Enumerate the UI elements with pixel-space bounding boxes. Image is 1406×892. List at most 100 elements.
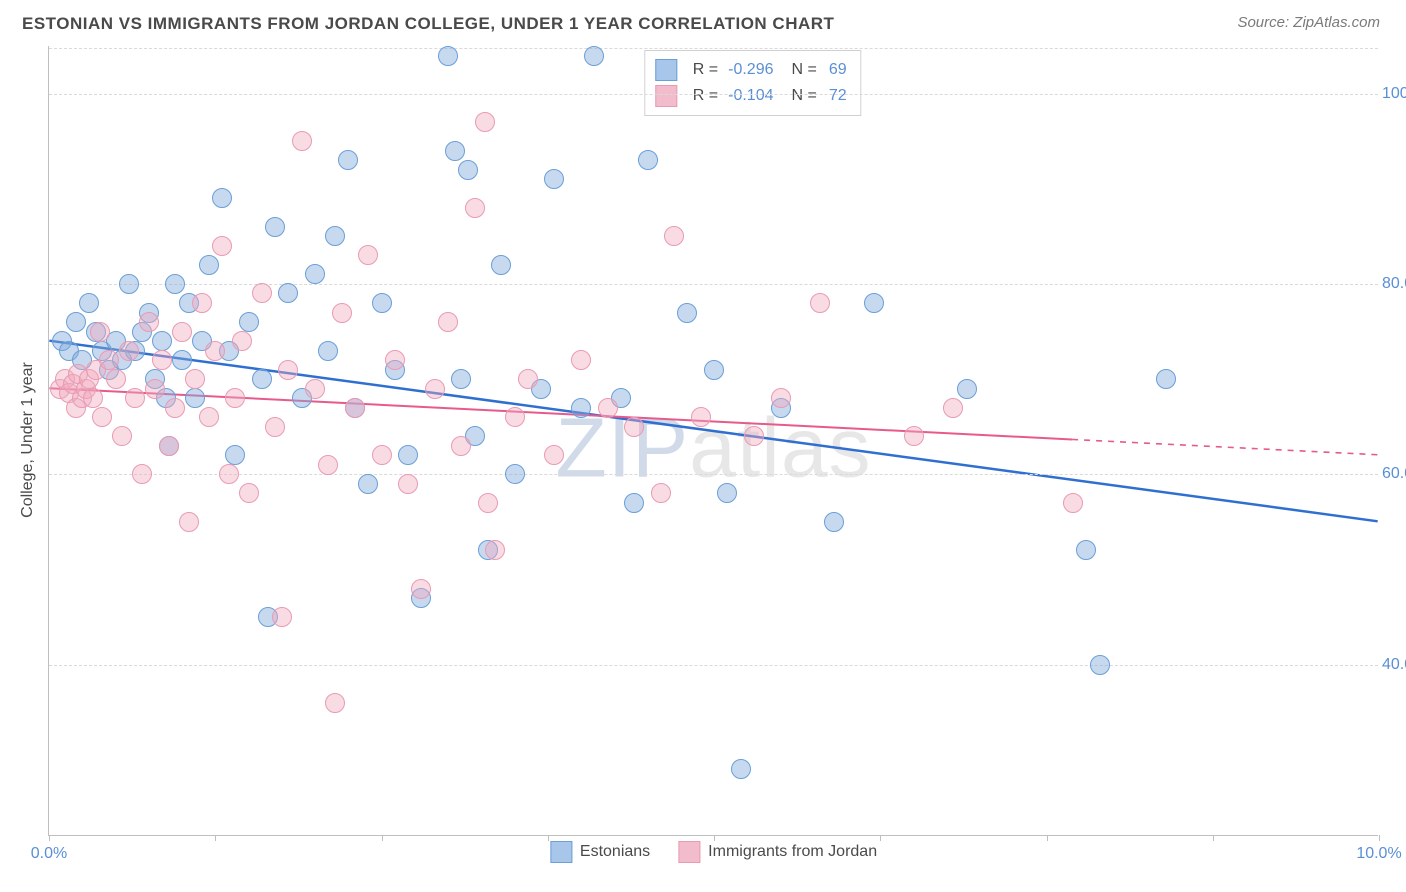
stat-r-label: R =: [693, 87, 718, 105]
stats-legend: R =-0.296N =69R =-0.104N =72: [644, 50, 862, 116]
stats-row: R =-0.104N =72: [655, 83, 847, 109]
data-point: [318, 341, 338, 361]
data-point: [185, 369, 205, 389]
data-point: [219, 464, 239, 484]
data-point: [731, 759, 751, 779]
stats-row: R =-0.296N =69: [655, 57, 847, 83]
data-point: [445, 141, 465, 161]
x-tick: [1379, 835, 1380, 841]
data-point: [212, 236, 232, 256]
data-point: [159, 436, 179, 456]
legend-swatch: [655, 59, 677, 81]
series-legend: EstoniansImmigrants from Jordan: [550, 841, 877, 863]
data-point: [225, 388, 245, 408]
data-point: [1090, 655, 1110, 675]
data-point: [132, 464, 152, 484]
data-point: [810, 293, 830, 313]
data-point: [518, 369, 538, 389]
data-point: [485, 540, 505, 560]
data-point: [112, 426, 132, 446]
data-point: [165, 398, 185, 418]
data-point: [225, 445, 245, 465]
data-point: [372, 293, 392, 313]
stat-n-label: N =: [792, 87, 817, 105]
data-point: [239, 483, 259, 503]
data-point: [278, 360, 298, 380]
data-point: [119, 274, 139, 294]
y-tick-label: 80.0%: [1372, 275, 1406, 293]
data-point: [66, 312, 86, 332]
data-point: [438, 312, 458, 332]
data-point: [278, 283, 298, 303]
gridline: [49, 665, 1378, 666]
data-point: [212, 188, 232, 208]
legend-swatch: [655, 85, 677, 107]
x-tick: [215, 835, 216, 841]
data-point: [438, 46, 458, 66]
data-point: [478, 493, 498, 513]
x-tick: [880, 835, 881, 841]
data-point: [411, 579, 431, 599]
data-point: [272, 607, 292, 627]
data-point: [90, 322, 110, 342]
data-point: [106, 369, 126, 389]
data-point: [185, 388, 205, 408]
trend-lines: [49, 46, 1378, 835]
data-point: [172, 350, 192, 370]
data-point: [239, 312, 259, 332]
x-tick: [382, 835, 383, 841]
data-point: [165, 274, 185, 294]
legend-label: Immigrants from Jordan: [708, 843, 877, 861]
data-point: [505, 407, 525, 427]
stat-r-value: -0.296: [728, 61, 773, 79]
data-point: [957, 379, 977, 399]
x-tick: [548, 835, 549, 841]
x-tick: [1213, 835, 1214, 841]
gridline: [49, 284, 1378, 285]
data-point: [624, 493, 644, 513]
data-point: [1156, 369, 1176, 389]
data-point: [145, 379, 165, 399]
x-tick: [1047, 835, 1048, 841]
data-point: [458, 160, 478, 180]
data-point: [332, 303, 352, 323]
data-point: [325, 226, 345, 246]
data-point: [325, 693, 345, 713]
data-point: [199, 255, 219, 275]
data-point: [677, 303, 697, 323]
data-point: [398, 474, 418, 494]
stat-n-value: 72: [829, 87, 847, 105]
data-point: [83, 388, 103, 408]
data-point: [664, 226, 684, 246]
data-point: [205, 341, 225, 361]
data-point: [824, 512, 844, 532]
data-point: [292, 131, 312, 151]
data-point: [252, 283, 272, 303]
data-point: [624, 417, 644, 437]
data-point: [385, 350, 405, 370]
data-point: [571, 350, 591, 370]
data-point: [265, 417, 285, 437]
data-point: [425, 379, 445, 399]
data-point: [199, 407, 219, 427]
data-point: [475, 112, 495, 132]
data-point: [505, 464, 525, 484]
data-point: [584, 46, 604, 66]
data-point: [1063, 493, 1083, 513]
data-point: [704, 360, 724, 380]
data-point: [338, 150, 358, 170]
stat-n-label: N =: [792, 61, 817, 79]
x-tick-label: 0.0%: [31, 845, 67, 863]
data-point: [1076, 540, 1096, 560]
data-point: [179, 512, 199, 532]
plot-area: ZIPatlas R =-0.296N =69R =-0.104N =72 Es…: [48, 46, 1378, 836]
data-point: [451, 369, 471, 389]
data-point: [252, 369, 272, 389]
data-point: [358, 474, 378, 494]
data-point: [451, 436, 471, 456]
stat-n-value: 69: [829, 61, 847, 79]
data-point: [598, 398, 618, 418]
data-point: [691, 407, 711, 427]
data-point: [771, 388, 791, 408]
x-tick: [714, 835, 715, 841]
